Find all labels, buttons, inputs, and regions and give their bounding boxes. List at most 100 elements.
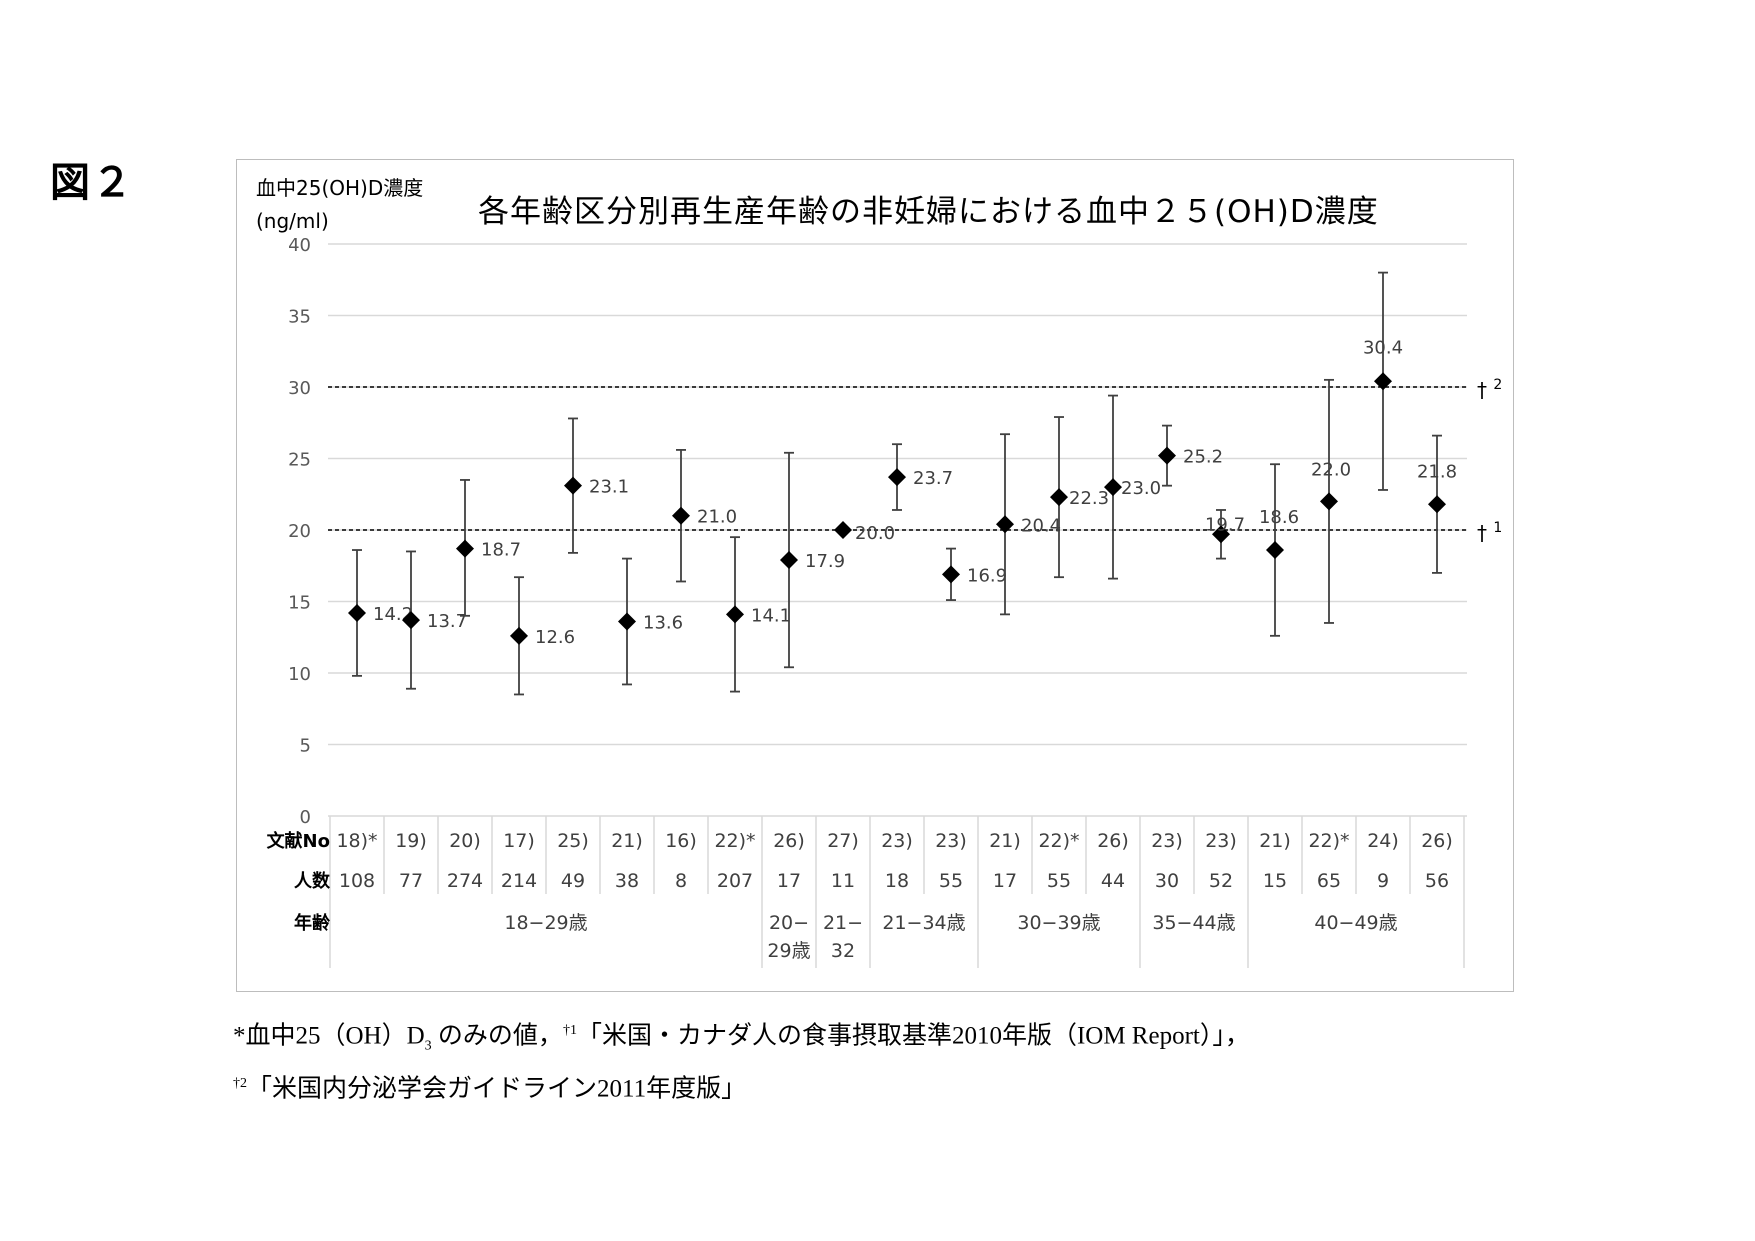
- footnote-line-1: *血中25（OH）D3 のみの値，†1「米国・カナダ人の食事摂取基準2010年版…: [233, 1012, 1250, 1065]
- table-cell-ref: 19): [395, 830, 427, 852]
- table-cell-ref: 23): [935, 830, 967, 852]
- data-label: 20.4: [1021, 515, 1061, 536]
- table-cell-n: 8: [675, 870, 687, 892]
- table-cell-n: 77: [399, 870, 423, 892]
- data-label: 25.2: [1183, 447, 1223, 468]
- table-cell-ref: 23): [881, 830, 913, 852]
- data-point-marker: [564, 476, 582, 495]
- data-label: 18.6: [1259, 507, 1299, 528]
- reference-line-label-sup: 1: [1493, 520, 1502, 536]
- data-point-marker: [834, 521, 852, 539]
- table-cell-n: 55: [1047, 870, 1071, 892]
- data-label: 16.9: [967, 565, 1007, 586]
- age-group-label: 21−: [823, 912, 863, 934]
- chart-frame: [236, 159, 1514, 992]
- data-label: 23.0: [1121, 478, 1161, 499]
- data-point-marker: [1050, 488, 1068, 507]
- data-point-marker: [996, 515, 1014, 534]
- figure-label: 図２: [50, 160, 134, 206]
- table-cell-n: 11: [831, 870, 855, 892]
- table-cell-n: 18: [885, 870, 909, 892]
- table-cell-ref: 26): [1097, 830, 1129, 852]
- age-group-label: 35−44歳: [1152, 912, 1235, 934]
- row-header-n: 人数: [294, 870, 331, 892]
- y-tick-label: 20: [288, 521, 311, 542]
- data-label: 13.7: [427, 611, 467, 632]
- reference-line-label: † 1: [1477, 520, 1502, 545]
- age-group-label-2: 29歳: [767, 940, 810, 962]
- table-cell-ref: 25): [557, 830, 589, 852]
- table-cell-n: 44: [1101, 870, 1125, 892]
- data-label: 30.4: [1363, 337, 1403, 358]
- y-axis-label-line2: (ng/ml): [256, 209, 329, 233]
- table-cell-ref: 21): [611, 830, 643, 852]
- table-cell-ref: 18)*: [336, 830, 377, 852]
- table-cell-n: 52: [1209, 870, 1233, 892]
- data-point-marker: [672, 506, 690, 525]
- footnotes: *血中25（OH）D3 のみの値，†1「米国・カナダ人の食事摂取基準2010年版…: [233, 1012, 1250, 1109]
- table-cell-ref: 21): [989, 830, 1021, 852]
- data-point-marker: [510, 626, 528, 645]
- table-cell-n: 108: [339, 870, 375, 892]
- y-tick-label: 15: [288, 593, 311, 614]
- y-tick-label: 40: [288, 235, 311, 256]
- table-cell-ref: 22)*: [1308, 830, 1349, 852]
- table-cell-n: 17: [777, 870, 801, 892]
- y-tick-label: 0: [300, 807, 311, 828]
- table-cell-n: 214: [501, 870, 537, 892]
- row-header-ref: 文献No: [267, 830, 330, 852]
- footnote-1b: のみの値，: [431, 1022, 563, 1050]
- age-group-label: 18−29歳: [504, 912, 587, 934]
- table-cell-ref: 22)*: [1038, 830, 1079, 852]
- table-cell-n: 9: [1377, 870, 1389, 892]
- data-point-marker: [1374, 372, 1392, 391]
- table-cell-ref: 20): [449, 830, 481, 852]
- reference-line-label: † 2: [1477, 377, 1502, 402]
- table-cell-n: 15: [1263, 870, 1287, 892]
- data-label: 14.1: [751, 605, 791, 626]
- table-cell-ref: 26): [1421, 830, 1453, 852]
- table-cell-n: 30: [1155, 870, 1179, 892]
- table-cell-ref: 24): [1367, 830, 1399, 852]
- data-point-marker: [1104, 478, 1122, 497]
- data-point-marker: [402, 611, 420, 630]
- table-cell-ref: 22)*: [714, 830, 755, 852]
- table-cell-n: 65: [1317, 870, 1341, 892]
- data-point-marker: [1158, 446, 1176, 465]
- footnote-1-sub: 3: [424, 1038, 432, 1054]
- data-point-marker: [1266, 541, 1284, 560]
- age-group-label: 40−49歳: [1314, 912, 1397, 934]
- y-tick-label: 30: [288, 378, 311, 399]
- data-point-marker: [456, 539, 474, 558]
- footnote-2-sup: †2: [233, 1076, 247, 1092]
- footnote-1-sup: †1: [562, 1023, 577, 1038]
- table-cell-ref: 26): [773, 830, 805, 852]
- data-label: 19.7: [1205, 514, 1245, 535]
- table-cell-n: 56: [1425, 870, 1449, 892]
- table-cell-ref: 17): [503, 830, 535, 852]
- table-cell-n: 49: [561, 870, 585, 892]
- table-cell-n: 274: [447, 870, 483, 892]
- data-label: 21.8: [1417, 461, 1457, 482]
- table-cell-ref: 23): [1151, 830, 1183, 852]
- data-label: 23.7: [913, 468, 953, 489]
- age-group-label: 20−: [769, 912, 809, 934]
- data-label: 17.9: [805, 551, 845, 572]
- data-label: 13.6: [643, 613, 683, 634]
- data-point-marker: [618, 612, 636, 631]
- y-axis-label-line1: 血中25(OH)D濃度: [256, 176, 424, 200]
- table-cell-n: 55: [939, 870, 963, 892]
- footnote-line-2: †2「米国内分泌学会ガイドライン2011年度版」: [233, 1065, 1250, 1108]
- table-cell-ref: 23): [1205, 830, 1237, 852]
- footnote-1a: *血中25（OH）D: [233, 1022, 425, 1050]
- data-label: 23.1: [589, 477, 629, 498]
- data-point-marker: [1212, 525, 1230, 544]
- table-cell-n: 17: [993, 870, 1017, 892]
- data-point-marker: [348, 603, 366, 622]
- y-tick-label: 5: [300, 736, 311, 757]
- data-label: 21.0: [697, 507, 737, 528]
- data-point-marker: [780, 551, 798, 570]
- data-point-marker: [1428, 495, 1446, 514]
- age-group-label-2: 32: [831, 940, 855, 962]
